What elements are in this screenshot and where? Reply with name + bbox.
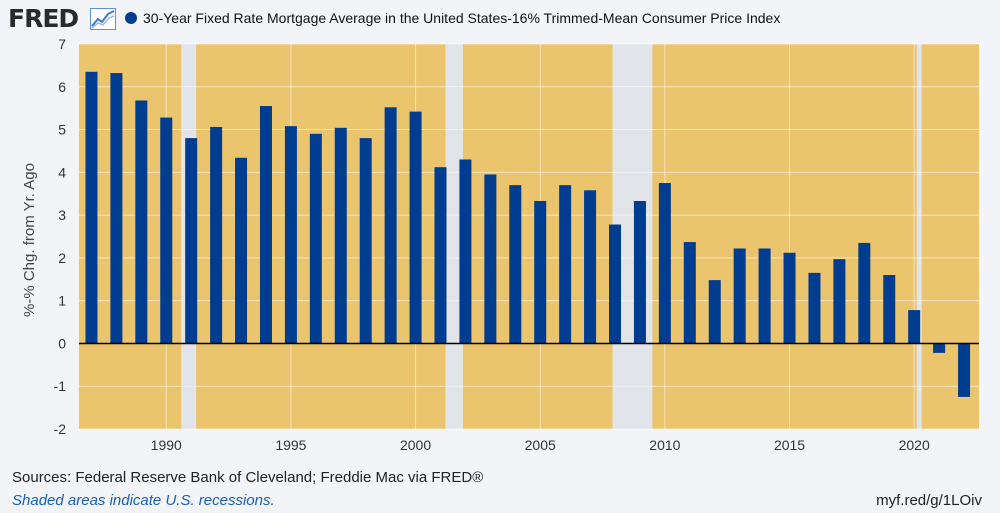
bar: [259, 106, 272, 344]
bar: [434, 167, 447, 344]
x-tick-label: 2010: [649, 437, 680, 453]
y-tick-label: 3: [58, 207, 66, 223]
y-tick-label: 1: [58, 293, 66, 309]
bar: [135, 100, 148, 344]
bar: [633, 200, 646, 344]
y-tick-label: 4: [58, 164, 66, 180]
bar: [733, 248, 746, 344]
y-tick-label: 2: [58, 250, 66, 266]
y-axis-label: %-% Chg. from Yr. Ago: [21, 163, 38, 317]
bar: [85, 71, 98, 344]
bar: [609, 224, 622, 344]
bar: [534, 200, 547, 344]
bar: [559, 185, 572, 344]
legend-marker: [125, 12, 137, 24]
bar: [384, 107, 397, 344]
recession-band: [445, 44, 463, 429]
y-tick-label: -1: [54, 378, 67, 394]
bar: [783, 252, 796, 344]
bar: [708, 280, 721, 344]
sources-text: Sources: Federal Reserve Bank of Clevela…: [12, 469, 484, 486]
bar: [833, 259, 846, 344]
bar: [359, 138, 372, 344]
x-tick-label: 2000: [400, 437, 431, 453]
bar: [858, 242, 871, 344]
bar: [883, 275, 896, 344]
fred-logo[interactable]: FRED: [8, 4, 79, 33]
bar: [484, 174, 497, 344]
y-tick-label: 6: [58, 79, 66, 95]
bar: [758, 248, 771, 344]
bar: [210, 126, 223, 344]
bar: [160, 117, 173, 344]
chart-header: FRED 30-Year Fixed Rate Mortgage Average…: [0, 0, 1000, 38]
bar: [509, 185, 522, 344]
bar: [110, 73, 123, 344]
short-url-link[interactable]: myf.red/g/1LOiv: [876, 492, 982, 509]
plot-background: [79, 44, 979, 429]
bar: [933, 343, 946, 353]
legend-label[interactable]: 30-Year Fixed Rate Mortgage Average in t…: [143, 10, 781, 26]
bar: [908, 310, 921, 344]
x-tick-label: 1995: [275, 437, 306, 453]
bar: [284, 126, 297, 344]
bar: [409, 111, 422, 344]
plot-area: -2 -1 0 1 2 3 4 5 6 7 1990 1995 2000 2005 2010 2015 2020: [54, 36, 979, 453]
bar: [658, 183, 671, 344]
bar: [958, 343, 971, 397]
x-tick-label: 2015: [774, 437, 805, 453]
x-tick-label: 2005: [525, 437, 556, 453]
bar: [584, 190, 597, 344]
y-tick-label: 7: [58, 36, 66, 52]
bar: [334, 127, 347, 344]
recession-band: [916, 44, 922, 429]
fred-graph-icon: [90, 8, 116, 30]
bar: [459, 159, 472, 344]
bar: [808, 272, 821, 344]
x-tick-label: 2020: [899, 437, 930, 453]
bar: [683, 242, 696, 344]
x-tick-label: 1990: [151, 437, 182, 453]
y-tick-label: -2: [54, 421, 67, 437]
bar: [235, 157, 248, 344]
bar: [185, 138, 198, 344]
y-tick-label: 5: [58, 122, 66, 138]
recession-note: Shaded areas indicate U.S. recessions.: [12, 492, 275, 509]
y-tick-label: 0: [58, 335, 66, 351]
bar: [309, 133, 322, 344]
